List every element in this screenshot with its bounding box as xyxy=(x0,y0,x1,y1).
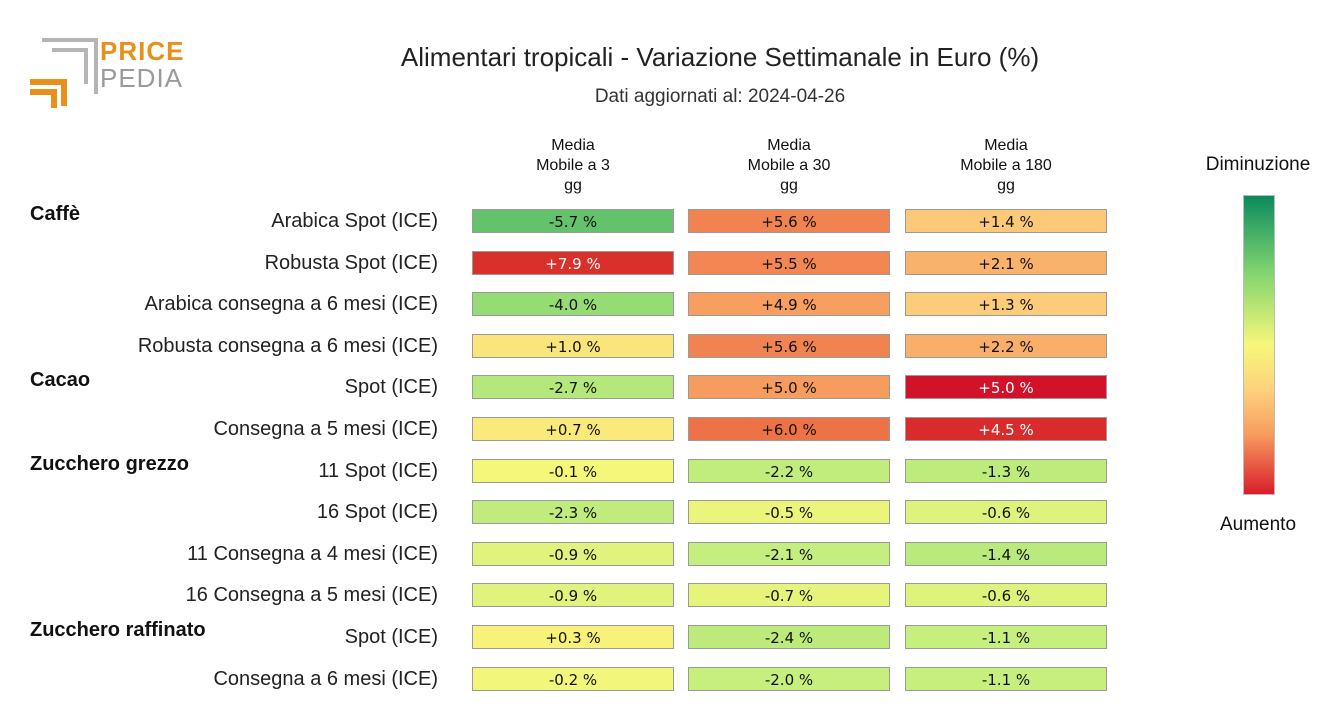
column-header-line: Mobile a 3 xyxy=(536,157,610,174)
heatmap-cell: +5.6 % xyxy=(688,333,890,358)
heatmap-cell: -1.1 % xyxy=(905,625,1107,649)
heatmap-cell: -1.3 % xyxy=(905,458,1107,483)
column-header-line: gg xyxy=(780,177,798,194)
heatmap-cell: +5.5 % xyxy=(688,250,890,275)
heatmap-cell: -0.9 % xyxy=(472,583,674,608)
heatmap-cell: -4.0 % xyxy=(472,292,674,317)
column-header-line: Mobile a 180 xyxy=(960,157,1052,174)
column-header-line: Mobile a 30 xyxy=(747,157,831,174)
heatmap-cell: +4.5 % xyxy=(905,417,1107,441)
logo-word-price: PRICE xyxy=(100,36,185,66)
group-label: Cacao xyxy=(30,369,91,392)
legend-color-scale xyxy=(1243,195,1275,495)
column-header: Media Mobile a 30 gg xyxy=(688,136,890,196)
column-header-line: gg xyxy=(564,177,582,194)
row-label: Consegna a 5 mesi (ICE) xyxy=(213,418,438,440)
group-label: Zucchero raffinato xyxy=(30,619,206,641)
row-label: Arabica Spot (ICE) xyxy=(271,210,438,232)
row-label: Arabica consegna a 6 mesi (ICE) xyxy=(144,293,438,316)
heatmap-cell: -0.7 % xyxy=(688,583,890,608)
column-header-line: Media xyxy=(767,137,811,154)
heatmap-cell: -5.7 % xyxy=(472,209,674,233)
heatmap-cell: -2.0 % xyxy=(688,666,890,691)
row-label: Robusta Spot (ICE) xyxy=(264,251,438,274)
row-label: 16 Spot (ICE) xyxy=(316,501,438,524)
heatmap-cell: -0.1 % xyxy=(472,458,674,483)
heatmap-cell: +1.3 % xyxy=(905,292,1107,317)
row-label: 16 Consegna a 5 mesi (ICE) xyxy=(185,584,438,607)
row-label: Spot (ICE) xyxy=(344,626,438,648)
heatmap-cell: +2.2 % xyxy=(905,333,1107,358)
legend-bottom-label: Aumento xyxy=(1219,514,1297,535)
column-header-line: Media xyxy=(984,137,1028,154)
pricepedia-logo: PRICE PEDIA xyxy=(30,38,190,110)
heatmap-cell: -2.2 % xyxy=(688,458,890,483)
heatmap-cell: -0.2 % xyxy=(472,666,674,691)
logo-word-pedia: PEDIA xyxy=(100,63,184,93)
heatmap-cell: +4.9 % xyxy=(688,292,890,317)
heatmap-cell: +1.4 % xyxy=(905,209,1107,233)
heatmap-cell: -0.6 % xyxy=(905,583,1107,608)
column-header-line: Media xyxy=(551,137,595,154)
column-header-line: gg xyxy=(997,177,1015,194)
heatmap-cell: -2.4 % xyxy=(688,625,890,649)
row-label: Robusta consegna a 6 mesi (ICE) xyxy=(137,334,438,357)
column-header: Media Mobile a 180 gg xyxy=(905,136,1107,196)
logo-mark-icon xyxy=(30,38,98,108)
row-label: 11 Consegna a 4 mesi (ICE) xyxy=(187,542,438,565)
row-label: Consegna a 6 mesi (ICE) xyxy=(213,667,438,690)
heatmap-cell: +5.6 % xyxy=(688,209,890,233)
heatmap-cell: +0.7 % xyxy=(472,417,674,441)
chart-title: Alimentari tropicali - Variazione Settim… xyxy=(400,42,1040,72)
heatmap-cell: -0.9 % xyxy=(472,541,674,566)
heatmap-cell: +2.1 % xyxy=(905,250,1107,275)
heatmap-cell: -0.6 % xyxy=(905,500,1107,525)
heatmap-cell: -2.7 % xyxy=(472,375,674,400)
row-label: Spot (ICE) xyxy=(344,376,438,399)
heatmap-cell: +5.0 % xyxy=(688,375,890,400)
heatmap-cell: -0.5 % xyxy=(688,500,890,525)
heatmap-cell: -1.1 % xyxy=(905,666,1107,691)
heatmap-cell: +7.9 % xyxy=(472,250,674,275)
heatmap-cell: -1.4 % xyxy=(905,541,1107,566)
heatmap-cell: +6.0 % xyxy=(688,417,890,441)
group-label: Zucchero grezzo xyxy=(30,452,189,475)
heatmap-cell: -2.1 % xyxy=(688,541,890,566)
chart-subtitle: Dati aggiornati al: 2024-04-26 xyxy=(594,86,846,107)
heatmap-cell: -2.3 % xyxy=(472,500,674,525)
legend-top-label: Diminuzione xyxy=(1205,154,1311,175)
row-label: 11 Spot (ICE) xyxy=(318,459,438,482)
heatmap-cell: +5.0 % xyxy=(905,375,1107,400)
group-label: Caffè xyxy=(30,203,81,225)
heatmap-cell: +1.0 % xyxy=(472,333,674,358)
column-header: Media Mobile a 3 gg xyxy=(472,136,674,196)
heatmap-cell: +0.3 % xyxy=(472,625,674,649)
